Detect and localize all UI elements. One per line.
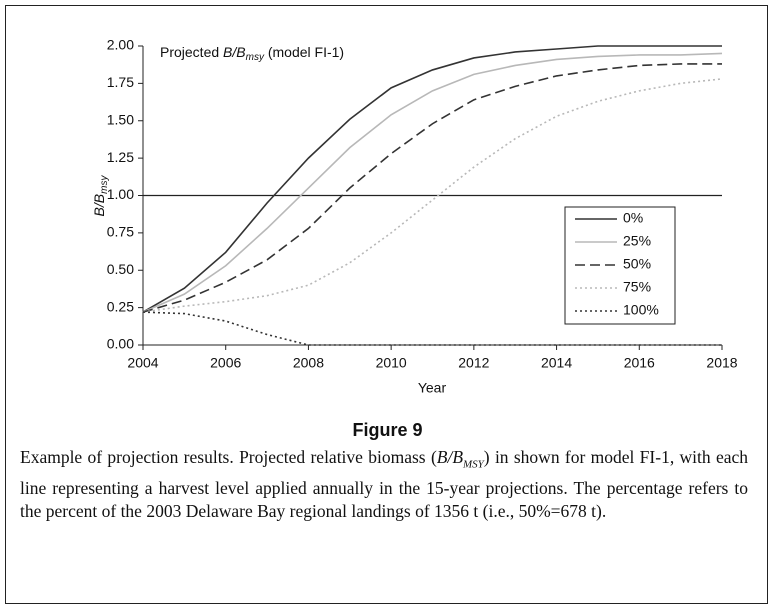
caption-text: Example of projection results. Projected… <box>20 447 437 467</box>
x-tick-label: 2018 <box>706 355 737 371</box>
title-part: msy <box>246 52 265 63</box>
series-line <box>142 52 723 313</box>
x-tick-label: 2010 <box>376 355 407 371</box>
chart: Projected B/Bmsy (model FI-1) B/Bmsy Yea… <box>91 37 738 396</box>
caption-text: ) in shown for model FI-1, with each lin… <box>20 447 748 521</box>
caption-text: MSY <box>463 458 484 471</box>
figure-label: Figure 9 <box>352 420 423 440</box>
y-tick-label: 1.75 <box>107 74 134 90</box>
y-tick-label: 0.25 <box>107 298 134 314</box>
y-tick-label: 1.00 <box>107 186 134 202</box>
x-tick-label: 2014 <box>541 355 572 371</box>
x-tick-label: 2016 <box>624 355 655 371</box>
series-line <box>142 78 723 313</box>
title-part: Projected <box>160 44 223 60</box>
series-line <box>142 63 722 313</box>
chart-title: Projected B/Bmsy (model FI-1) <box>160 44 344 63</box>
y-tick-label: 0.00 <box>107 336 134 352</box>
legend-label: 50% <box>623 256 651 272</box>
x-tick-label: 2008 <box>293 355 324 371</box>
x-tick-label: 2006 <box>210 355 241 371</box>
y-tick-label: 0.75 <box>107 224 134 240</box>
title-part: B/B <box>223 44 246 60</box>
y-label-part: msy <box>99 175 110 194</box>
series-line <box>142 45 722 313</box>
caption-text: B/B <box>436 447 464 467</box>
y-tick-label: 1.50 <box>107 111 134 127</box>
x-tick-label: 2012 <box>458 355 489 371</box>
figure-frame <box>5 5 768 604</box>
legend-label: 100% <box>623 302 659 318</box>
legend-label: 0% <box>623 210 643 226</box>
title-part: (model FI-1) <box>264 44 344 60</box>
y-tick-label: 1.25 <box>107 149 134 165</box>
y-tick-label: 0.50 <box>107 261 134 277</box>
y-tick-label: 2.00 <box>107 37 134 53</box>
y-label-part: B/B <box>91 194 107 217</box>
caption: Example of projection results. Projected… <box>20 446 748 523</box>
y-axis-label: B/Bmsy <box>91 175 110 217</box>
legend-label: 25% <box>623 233 651 249</box>
series-line <box>142 311 722 346</box>
legend-label: 75% <box>623 279 651 295</box>
x-tick-label: 2004 <box>127 355 158 371</box>
x-axis-label: Year <box>418 380 447 396</box>
